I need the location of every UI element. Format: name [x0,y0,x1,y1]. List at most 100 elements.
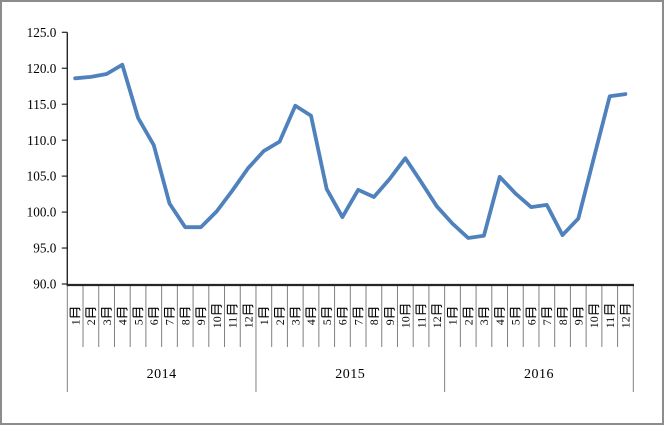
month-tick-label: 1 [446,307,460,325]
month-tick-label: 8 [556,307,570,325]
month-tick-label: 6 [147,307,161,325]
month-tick-label: 2 [84,307,98,325]
month-glyph [462,307,474,318]
month-number: 1 [257,319,271,325]
month-tick-label: 12 [241,304,255,328]
month-glyph [321,307,333,318]
month-tick-label: 12 [619,304,633,328]
month-number: 6 [336,319,350,325]
series-line [73,62,628,240]
month-tick-label: 9 [383,307,397,325]
month-number: 3 [100,319,114,325]
month-tick-label: 2 [273,307,287,325]
y-axis-tick-label: 125.0 [27,25,57,40]
month-glyph [604,304,616,315]
month-glyph [116,307,128,318]
month-number: 10 [587,316,601,328]
month-tick-label: 4 [116,307,130,325]
month-tick-label: 9 [194,307,208,325]
month-number: 5 [320,319,334,325]
month-tick-label: 4 [493,307,507,325]
y-axis-tick-label: 115.0 [27,97,57,112]
month-glyph [541,307,553,318]
month-number: 8 [556,319,570,325]
month-number: 12 [430,316,444,328]
month-tick-label: 12 [430,304,444,328]
month-glyph [399,304,411,315]
month-glyph [242,304,254,315]
month-number: 11 [226,317,240,329]
month-glyph [179,307,191,318]
y-axis-tick-label: 90.0 [33,277,56,292]
month-tick-label: 7 [351,307,365,325]
month-glyph [132,307,144,318]
month-tick-label: 10 [587,304,601,328]
month-tick-label: 7 [163,307,177,325]
month-tick-label: 6 [336,307,350,325]
month-glyph [258,307,270,318]
month-number: 11 [603,317,617,329]
month-number: 4 [116,319,130,325]
month-number: 2 [84,319,98,325]
month-number: 8 [178,319,192,325]
month-tick-label: 3 [477,307,491,325]
y-axis-tick-label: 120.0 [27,61,57,76]
year-label: 2014 [147,367,177,382]
month-tick-label: 3 [100,307,114,325]
month-tick-label: 10 [210,304,224,328]
month-number: 9 [383,319,397,325]
month-glyph [478,307,490,318]
y-axis-tick-label: 95.0 [33,241,56,256]
month-glyph [368,307,380,318]
month-glyph [195,307,207,318]
month-glyph [415,304,427,315]
month-number: 2 [273,319,287,325]
month-tick-label: 10 [399,304,413,328]
month-glyph [384,307,396,318]
month-tick-label: 3 [288,307,302,325]
y-axis-tick-label: 110.0 [27,133,57,148]
month-tick-label: 5 [320,307,334,325]
month-tick-label: 2 [461,307,475,325]
month-number: 4 [493,319,507,325]
month-glyph [305,307,317,318]
month-glyph [525,307,537,318]
month-glyph [557,307,569,318]
month-tick-label: 5 [131,307,145,325]
month-number: 11 [414,317,428,329]
month-tick-label: 1 [68,307,82,325]
month-number: 1 [68,319,82,325]
month-number: 7 [163,319,177,325]
month-number: 10 [210,316,224,328]
month-glyph [352,307,364,318]
month-tick-label: 5 [509,307,523,325]
month-number: 6 [147,319,161,325]
month-glyph [588,304,600,315]
month-tick-label: 11 [226,304,240,329]
month-number: 1 [446,319,460,325]
month-tick-label: 8 [178,307,192,325]
month-glyph [619,304,631,315]
month-tick-label: 7 [540,307,554,325]
month-glyph [274,307,286,318]
y-axis-tick-label: 105.0 [27,169,57,184]
month-glyph [572,307,584,318]
month-tick-label: 11 [414,304,428,329]
year-label: 2015 [335,367,365,382]
y-axis-tick-label: 100.0 [27,205,57,220]
month-tick-label: 1 [257,307,271,325]
month-glyph [101,307,113,318]
month-number: 8 [367,319,381,325]
month-glyph [494,307,506,318]
month-number: 7 [351,319,365,325]
month-number: 12 [619,316,633,328]
month-number: 5 [131,319,145,325]
month-glyph [148,307,160,318]
month-number: 10 [399,316,413,328]
month-tick-label: 11 [603,304,617,329]
month-glyph [289,307,301,318]
month-number: 3 [288,319,302,325]
month-glyph [509,307,521,318]
